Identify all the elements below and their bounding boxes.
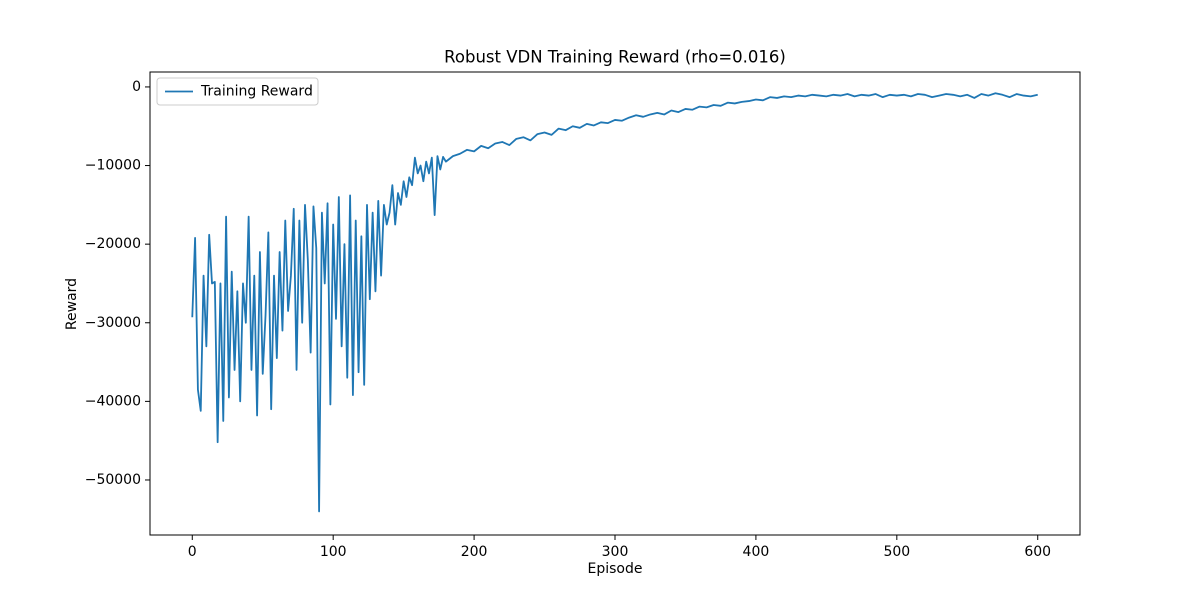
x-tick-label: 100	[320, 544, 347, 560]
legend-label: Training Reward	[200, 84, 313, 100]
x-tick-label: 400	[743, 544, 770, 560]
x-tick-label: 200	[461, 544, 488, 560]
plot-frame	[149, 71, 1081, 536]
y-tick-label: −30000	[85, 315, 141, 331]
y-tick-label: −20000	[85, 236, 141, 252]
y-tick-label: −10000	[85, 158, 141, 174]
y-tick-label: 0	[132, 79, 141, 95]
y-axis-label: Reward	[64, 278, 80, 330]
x-tick-label: 0	[188, 544, 197, 560]
y-tick-label: −40000	[85, 393, 141, 409]
x-axis-label: Episode	[588, 561, 643, 577]
y-tick-label: −50000	[85, 472, 141, 488]
x-tick-label: 600	[1024, 544, 1051, 560]
chart-title: Robust VDN Training Reward (rho=0.016)	[444, 48, 786, 67]
line-series	[191, 92, 1038, 513]
x-tick-label: 300	[602, 544, 629, 560]
legend-box	[156, 77, 319, 106]
x-tick-label: 500	[883, 544, 910, 560]
